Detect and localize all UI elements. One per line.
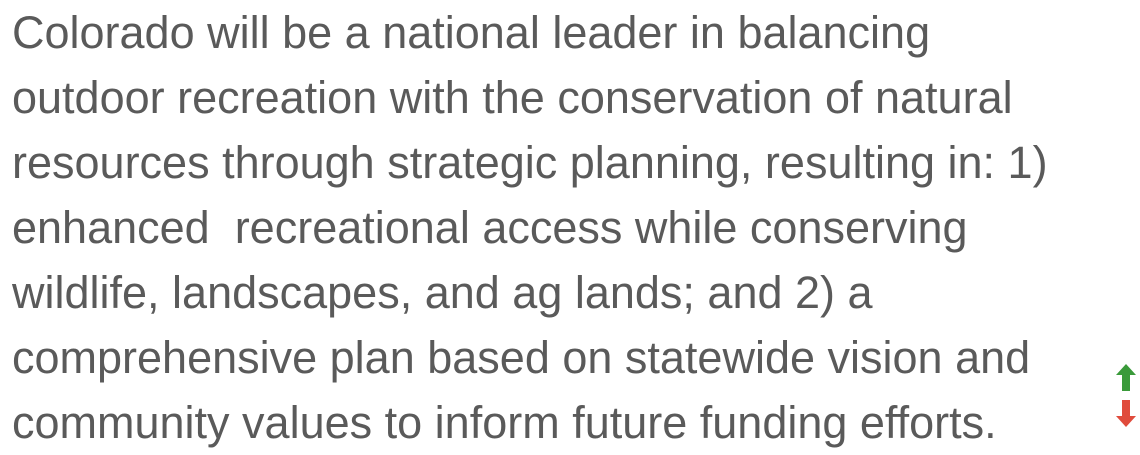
text-line: Colorado will be a national leader in ba…	[12, 7, 931, 58]
sort-arrows	[1116, 364, 1136, 427]
move-up-button[interactable]	[1116, 364, 1136, 391]
down-arrow	[1116, 400, 1136, 427]
text-line: resources through strategic planning, re…	[12, 137, 1048, 188]
move-down-button[interactable]	[1116, 400, 1136, 427]
text-line: comprehensive plan based on statewide vi…	[12, 332, 1031, 383]
text-line: wildlife, landscapes, and ag lands; and …	[12, 267, 873, 318]
text-line: enhanced recreational access while conse…	[12, 202, 968, 253]
text-line: community values to inform future fundin…	[12, 397, 997, 448]
paragraph: Colorado will be a national leader in ba…	[12, 0, 1112, 455]
text-line: outdoor recreation with the conservation…	[12, 72, 1013, 123]
up-arrow	[1116, 364, 1136, 391]
